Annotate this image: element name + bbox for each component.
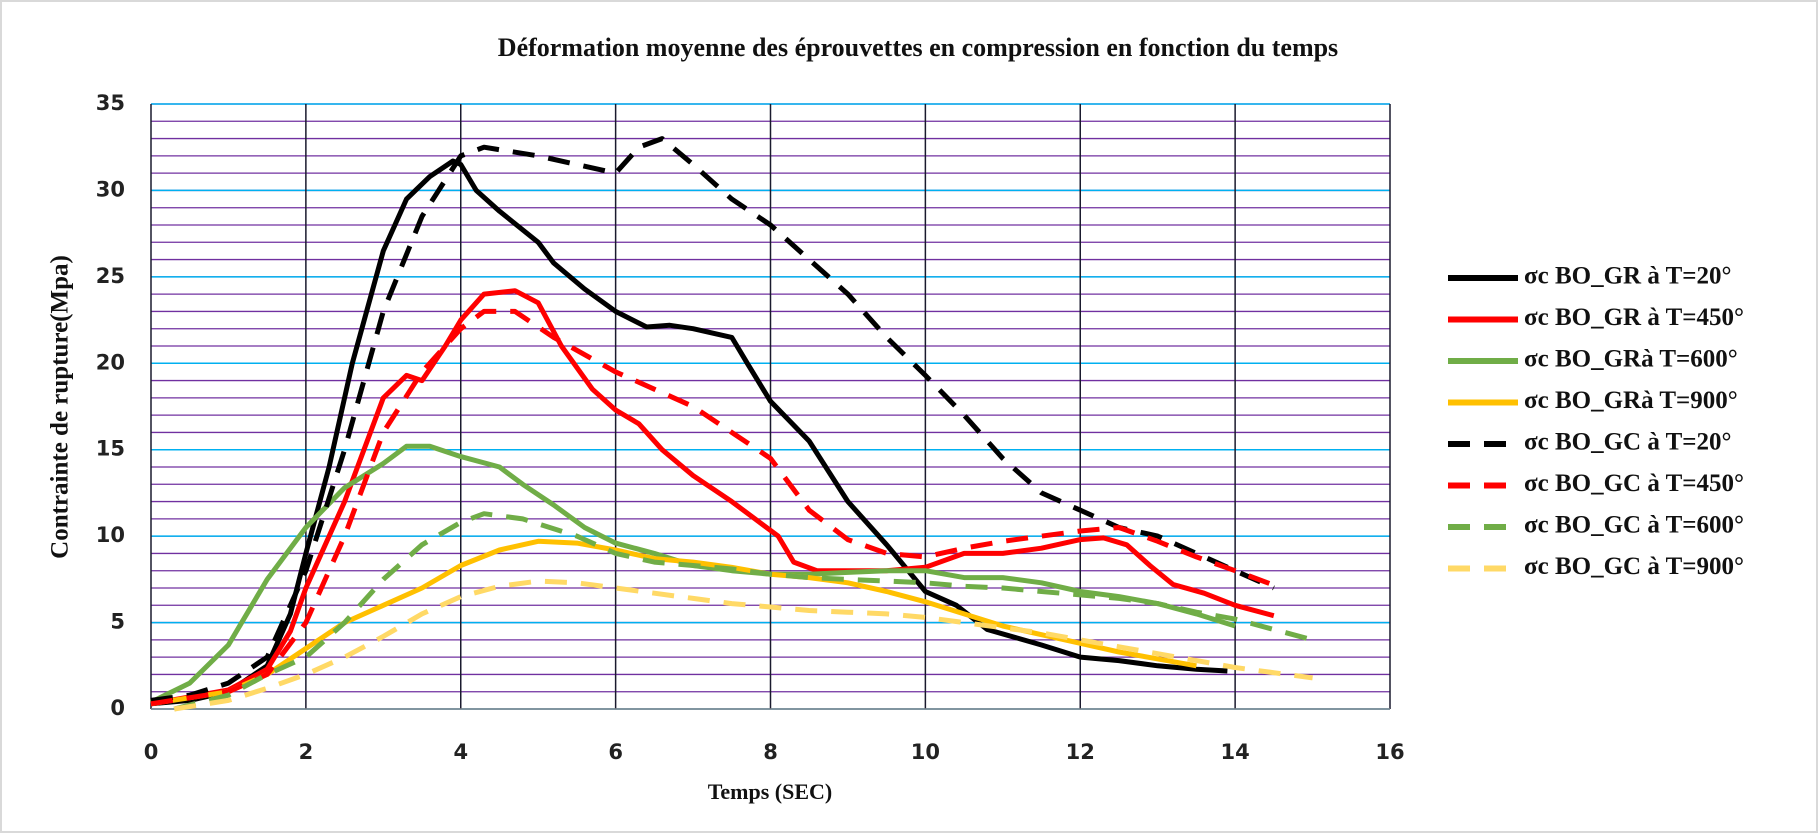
x-tick-label: 0 (144, 740, 159, 764)
legend-label: σc BO_GC à T=900° (1524, 553, 1744, 580)
y-tick-label: 5 (110, 610, 125, 634)
y-axis-title: Contrainte de rupture(Mpa) (47, 255, 74, 559)
legend-label: σc BO_GC à T=20° (1524, 429, 1732, 456)
legend-label: σc BO_GC à T=450° (1524, 470, 1744, 497)
x-axis-title: Temps (SEC) (708, 779, 833, 804)
series-line (173, 578, 1313, 712)
y-tick-label: 0 (110, 696, 125, 720)
y-tick-label: 30 (96, 177, 125, 201)
x-tick-label: 8 (763, 740, 778, 764)
x-tick-label: 2 (299, 740, 314, 764)
series-line (173, 511, 1314, 712)
y-tick-label: 10 (96, 523, 125, 547)
x-tick-label: 4 (453, 740, 468, 764)
x-tick-label: 14 (1221, 740, 1250, 764)
x-tick-label: 16 (1375, 740, 1404, 764)
y-tick-label: 15 (96, 437, 125, 461)
chart-title: Déformation moyenne des éprouvettes en c… (498, 33, 1338, 62)
x-tick-label: 6 (608, 740, 623, 764)
series-line (150, 158, 1228, 707)
x-tick-label: 10 (911, 740, 940, 764)
y-tick-label: 20 (96, 350, 125, 374)
x-tick-label: 12 (1066, 740, 1095, 764)
legend-label: σc BO_GRà T=600° (1524, 346, 1738, 373)
y-tick-label: 35 (96, 91, 125, 115)
series-line (150, 288, 1275, 707)
series-line (150, 308, 1283, 707)
legend-label: σc BO_GC à T=600° (1524, 512, 1744, 539)
legend-label: σc BO_GR à T=450° (1524, 304, 1744, 331)
legend-label: σc BO_GR à T=20° (1524, 263, 1732, 290)
series-line (150, 136, 1275, 703)
series-line (149, 443, 1236, 705)
legend-label: σc BO_GRà T=900° (1524, 387, 1738, 414)
y-tick-label: 25 (96, 264, 125, 288)
